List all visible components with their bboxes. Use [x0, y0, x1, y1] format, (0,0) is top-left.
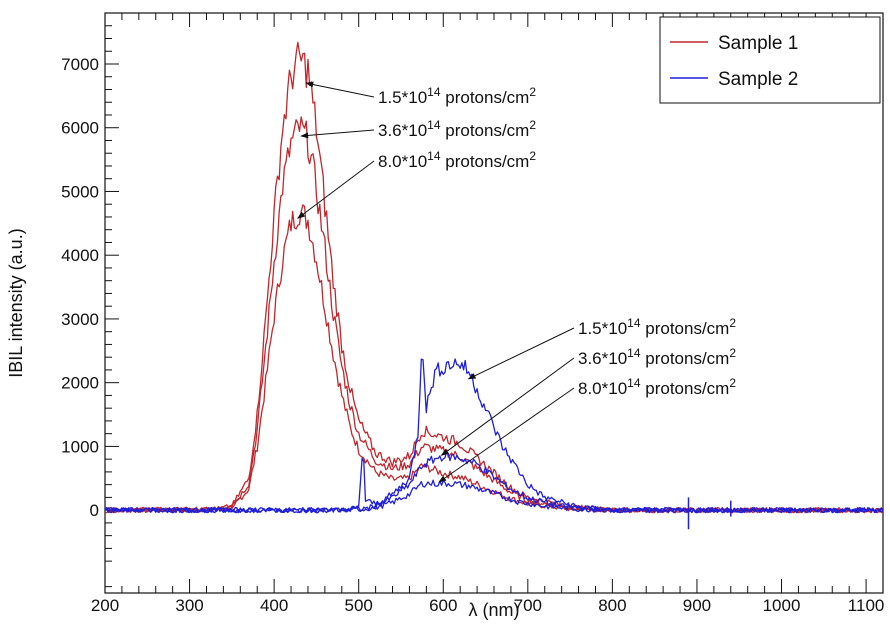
x-tick-label: 400 [260, 596, 288, 615]
annotation-superscript: 2 [529, 149, 536, 163]
annotation-text: 3.6*10 [578, 349, 627, 368]
annotation-arrow [440, 357, 575, 456]
y-axis-title: IBIL intensity (a.u.) [6, 228, 26, 377]
x-tick-label: 1000 [763, 596, 801, 615]
legend-label: Sample 2 [718, 69, 798, 90]
annotation-superscript: 14 [427, 149, 441, 163]
annotation-arrow [297, 160, 375, 219]
fluence-annotation: 8.0*1014 protons/cm2 [378, 149, 536, 171]
annotation-arrow [305, 81, 375, 98]
annotation-superscript: 14 [627, 346, 641, 360]
y-tick-label: 0 [90, 501, 99, 520]
x-tick-label: 500 [345, 596, 373, 615]
annotation-superscript: 14 [427, 85, 441, 99]
annotation-superscript: 2 [729, 376, 736, 390]
legend-box [659, 16, 881, 104]
annotation-text: protons/cm [441, 121, 530, 140]
annotation-text: protons/cm [641, 319, 730, 338]
series-line [105, 204, 883, 514]
fluence-annotation: 1.5*1014 protons/cm2 [378, 85, 536, 107]
x-tick-label: 800 [598, 596, 626, 615]
fluence-annotation: 1.5*1014 protons/cm2 [578, 316, 736, 338]
series-line [105, 451, 883, 514]
series-line [105, 358, 883, 514]
annotation-text: protons/cm [441, 88, 530, 107]
annotation-superscript: 2 [529, 118, 536, 132]
series-line [105, 116, 883, 514]
annotation-arrow [300, 129, 375, 139]
annotation-text: 3.6*10 [378, 121, 427, 140]
fluence-annotation: 8.0*1014 protons/cm2 [578, 376, 736, 398]
annotation-arrow [438, 387, 575, 483]
x-tick-label: 600 [429, 596, 457, 615]
series-line [105, 41, 883, 514]
fluence-annotation: 3.6*1014 protons/cm2 [578, 346, 736, 368]
x-tick-label: 300 [175, 596, 203, 615]
y-tick-label: 1000 [61, 437, 99, 456]
y-tick-label: 7000 [61, 55, 99, 74]
annotation-superscript: 2 [729, 346, 736, 360]
annotation-text: protons/cm [641, 349, 730, 368]
y-tick-label: 2000 [61, 374, 99, 393]
y-tick-label: 4000 [61, 246, 99, 265]
annotation-text: 8.0*10 [378, 152, 427, 171]
annotation-superscript: 14 [627, 316, 641, 330]
x-tick-label: 700 [514, 596, 542, 615]
annotation-superscript: 2 [729, 316, 736, 330]
annotation-superscript: 14 [427, 118, 441, 132]
annotation-text: 1.5*10 [378, 88, 427, 107]
legend-label: Sample 1 [718, 33, 798, 54]
annotation-superscript: 2 [529, 85, 536, 99]
x-tick-label: 200 [91, 596, 119, 615]
y-tick-label: 5000 [61, 182, 99, 201]
x-axis-title: λ (nm) [469, 600, 520, 620]
y-tick-label: 3000 [61, 310, 99, 329]
annotation-text: protons/cm [441, 152, 530, 171]
x-tick-label: 900 [683, 596, 711, 615]
annotation-text: 8.0*10 [578, 379, 627, 398]
annotation-superscript: 14 [627, 376, 641, 390]
annotation-text: protons/cm [641, 379, 730, 398]
annotation-arrow [467, 327, 575, 380]
fluence-annotation: 3.6*1014 protons/cm2 [378, 118, 536, 140]
y-tick-label: 6000 [61, 119, 99, 138]
annotation-text: 1.5*10 [578, 319, 627, 338]
x-tick-label: 1100 [848, 596, 885, 615]
